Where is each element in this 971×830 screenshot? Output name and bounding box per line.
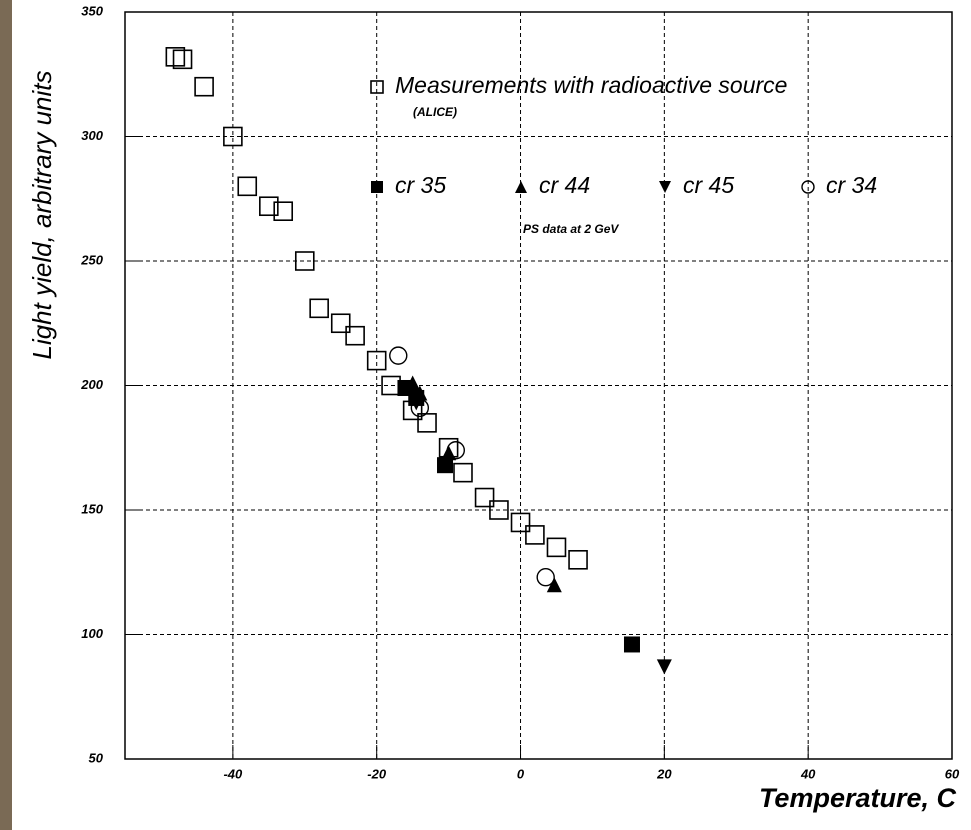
data-point (309, 298, 329, 319)
y-tick-label: 350 (81, 3, 103, 18)
legend-label: cr 45 (683, 172, 734, 198)
legend-label: cr 35 (395, 172, 446, 198)
data-point (656, 659, 672, 675)
data-point (510, 512, 531, 533)
data-point (330, 313, 351, 334)
y-axis-label: Light yield, arbitrary units (27, 70, 57, 359)
data-point (165, 47, 186, 67)
data-point (223, 126, 243, 147)
legend-label: cr 44 (539, 172, 590, 198)
data-point (259, 196, 279, 217)
data-point (437, 457, 454, 474)
data-point (474, 487, 495, 508)
legend-marker (371, 181, 383, 193)
background-strip (0, 0, 12, 830)
plot-frame (124, 11, 953, 760)
x-tick-label: -40 (223, 766, 243, 781)
data-point (441, 445, 457, 461)
y-tick-label: 300 (81, 128, 103, 143)
data-point (405, 375, 421, 391)
data-point (546, 537, 567, 558)
data-point (194, 76, 214, 97)
data-point (623, 636, 640, 653)
data-point (410, 398, 430, 418)
y-tick-label: 200 (80, 377, 103, 392)
data-point (389, 346, 408, 365)
x-tick-label: 40 (800, 766, 816, 781)
data-point (172, 49, 193, 70)
data-point (453, 462, 473, 483)
legend-label: cr 34 (826, 172, 877, 198)
data-point (536, 568, 555, 587)
x-tick-label: 60 (945, 766, 960, 781)
data-point (417, 413, 437, 433)
legend-label: Measurements with radioactive source (395, 72, 787, 98)
data-point (366, 350, 387, 371)
annotation: (ALICE) (413, 105, 457, 119)
annotation: PS data at 2 GeV (523, 222, 619, 236)
x-tick-label: 20 (656, 766, 672, 781)
y-tick-label: 250 (80, 252, 103, 267)
y-tick-label: 150 (81, 501, 103, 516)
legend-marker (515, 181, 527, 193)
data-point (237, 176, 258, 197)
y-tick-label: 100 (81, 626, 103, 641)
data-point (568, 549, 588, 570)
x-axis-label: Temperature, C (759, 783, 957, 813)
x-tick-label: 0 (517, 766, 525, 781)
legend-marker (370, 80, 384, 94)
data-point (446, 441, 465, 460)
data-point (546, 577, 562, 593)
data-point (489, 500, 509, 520)
data-point (294, 251, 315, 271)
data-point (273, 201, 294, 221)
y-tick-label: 50 (89, 750, 104, 765)
data-point (345, 325, 365, 346)
legend-marker (801, 180, 815, 194)
legend-marker (659, 181, 671, 193)
data-point (525, 525, 545, 545)
x-tick-label: -20 (367, 766, 387, 781)
